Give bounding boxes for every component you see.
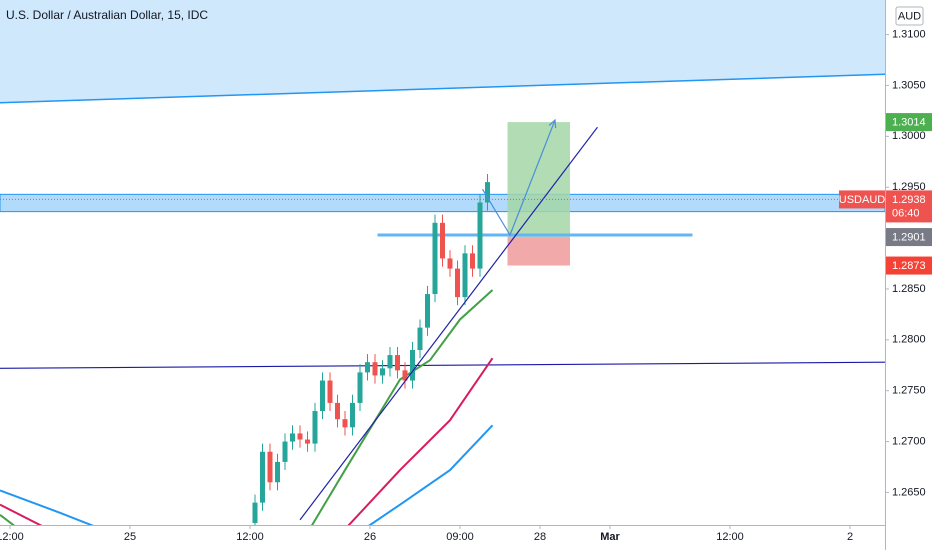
- y-tick-label: 1.2850: [892, 283, 926, 295]
- trend-line: [299, 126, 598, 521]
- candle-body: [455, 268, 460, 298]
- resistance-line: [0, 73, 885, 104]
- candle-body: [380, 368, 385, 376]
- candle-body: [282, 441, 288, 462]
- candle-body: [402, 370, 408, 381]
- candle-body: [290, 433, 295, 442]
- symbol-badge: [839, 190, 885, 209]
- candle-body: [387, 355, 393, 369]
- y-tick-label: 1.2950: [892, 181, 926, 193]
- candle-body: [327, 380, 333, 403]
- x-tick-label: 12:00: [0, 531, 24, 543]
- candle-body: [267, 451, 273, 483]
- candle-body: [485, 182, 490, 203]
- price-label: 1.2873: [892, 260, 926, 272]
- resistance-zone: [0, 0, 885, 103]
- plot-area: [0, 0, 885, 525]
- x-tick-label: 28: [534, 531, 546, 543]
- candle-body: [365, 362, 370, 373]
- candle-body: [477, 202, 483, 269]
- x-tick-label: 2: [847, 531, 853, 543]
- candle-body: [432, 222, 438, 295]
- moving-average: [0, 357, 494, 525]
- x-tick-label: 12:00: [236, 531, 264, 543]
- candle-body: [312, 411, 318, 444]
- loss-zone: [507, 237, 570, 266]
- candle-body: [357, 372, 363, 403]
- y-tick-label: 1.2650: [892, 486, 926, 498]
- x-tick-label: 12:00: [716, 531, 744, 543]
- candle-body: [410, 350, 415, 381]
- x-tick-label: 25: [124, 531, 136, 543]
- x-tick-label: 09:00: [446, 531, 474, 543]
- price-label: 1.3014: [892, 116, 926, 128]
- candle-body: [395, 355, 400, 371]
- candle-body: [297, 433, 303, 440]
- axes: 1.3100 1.3050 1.3000 1.2950 1.2850 1.2800 1.27…: [0, 28, 932, 543]
- x-tick-label: 26: [364, 531, 376, 543]
- candle-body: [440, 222, 445, 259]
- currency-box[interactable]: [895, 6, 924, 26]
- candle-body: [417, 327, 423, 350]
- price-label-box: [886, 228, 932, 247]
- symbol-label: USDAUD: [839, 194, 886, 206]
- candle-body: [470, 253, 475, 269]
- price-label-box: [886, 113, 932, 132]
- x-tick-label: Mar: [600, 531, 620, 543]
- y-tick-label: 1.3050: [892, 79, 926, 91]
- candle-body: [320, 380, 325, 412]
- candle-body: [425, 294, 430, 328]
- last-price-box: [886, 190, 932, 223]
- candle-body: [372, 362, 378, 376]
- profit-zone: [507, 122, 570, 238]
- candle-body: [447, 258, 453, 269]
- candle-body: [350, 402, 355, 428]
- price-label: 1.2901: [892, 231, 926, 243]
- moving-average: [0, 424, 494, 525]
- chart-title: U.S. Dollar / Australian Dollar, 15, IDC: [6, 8, 208, 22]
- horizontal-trend-line: [0, 361, 885, 369]
- candle-body: [275, 461, 280, 483]
- arrow-head: [548, 118, 557, 129]
- projection-arrow: [481, 119, 556, 237]
- y-tick-label: 1.2800: [892, 334, 926, 346]
- candle-body: [342, 419, 348, 428]
- candle-body: [260, 451, 265, 503]
- support-zone: [0, 193, 885, 213]
- y-tick-label: 1.3100: [892, 28, 926, 40]
- y-tick-label: 1.2700: [892, 435, 926, 447]
- price-label-box: [886, 256, 932, 275]
- candle-body: [462, 253, 468, 298]
- candle-body: [335, 402, 340, 420]
- last-price-label: 1.2938: [892, 194, 926, 206]
- candle-body: [305, 439, 310, 444]
- y-tick-label: 1.3000: [892, 130, 926, 142]
- countdown-label: 06:40: [892, 207, 920, 219]
- currency[interactable]: AUD: [898, 10, 921, 22]
- y-tick-label: 1.2750: [892, 385, 926, 397]
- candle-body: [252, 502, 258, 523]
